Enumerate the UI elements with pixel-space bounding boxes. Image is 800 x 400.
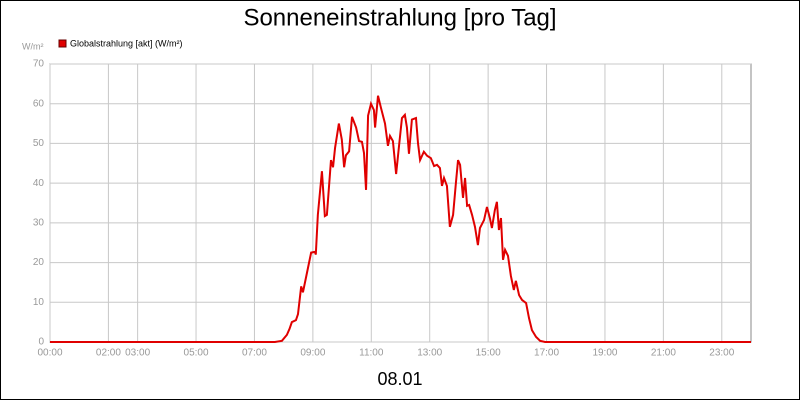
x-tick-label: 09:00 [300,348,325,359]
y-tick-label: 30 [33,217,45,228]
x-tick-label: 17:00 [534,348,559,359]
y-tick-label: 0 [38,337,44,348]
y-tick-label: 20 [33,257,45,268]
line [50,95,751,343]
legend-swatch [58,39,67,48]
legend-label: Globalstrahlung [akt] (W/m²) [70,38,183,48]
y-unit: W/m² [22,41,44,51]
plot-area [49,63,752,343]
x-tick-label: 19:00 [592,348,617,359]
x-tick-label: 07:00 [242,348,267,359]
x-axis-label: 08.01 [377,369,422,389]
x-tick-label: 23:00 [709,348,734,359]
x-tick-label: 21:00 [651,348,676,359]
chart-title: Sonneneinstrahlung [pro Tag] [243,4,556,31]
y-tick-label: 40 [33,178,45,189]
y-tick-label: 10 [33,297,45,308]
y-tick-label: 60 [33,98,45,109]
y-tick-label: 50 [33,138,45,149]
x-tick-label: 03:00 [125,348,150,359]
y-tick-label: 70 [33,59,45,70]
x-tick-label: 15:00 [476,348,501,359]
x-tick-label: 02:00 [96,348,121,359]
x-tick-label: 11:00 [359,348,384,359]
x-tick-label: 05:00 [184,348,209,359]
x-tick-label: 00:00 [37,348,62,359]
x-tick-label: 13:00 [417,348,442,359]
